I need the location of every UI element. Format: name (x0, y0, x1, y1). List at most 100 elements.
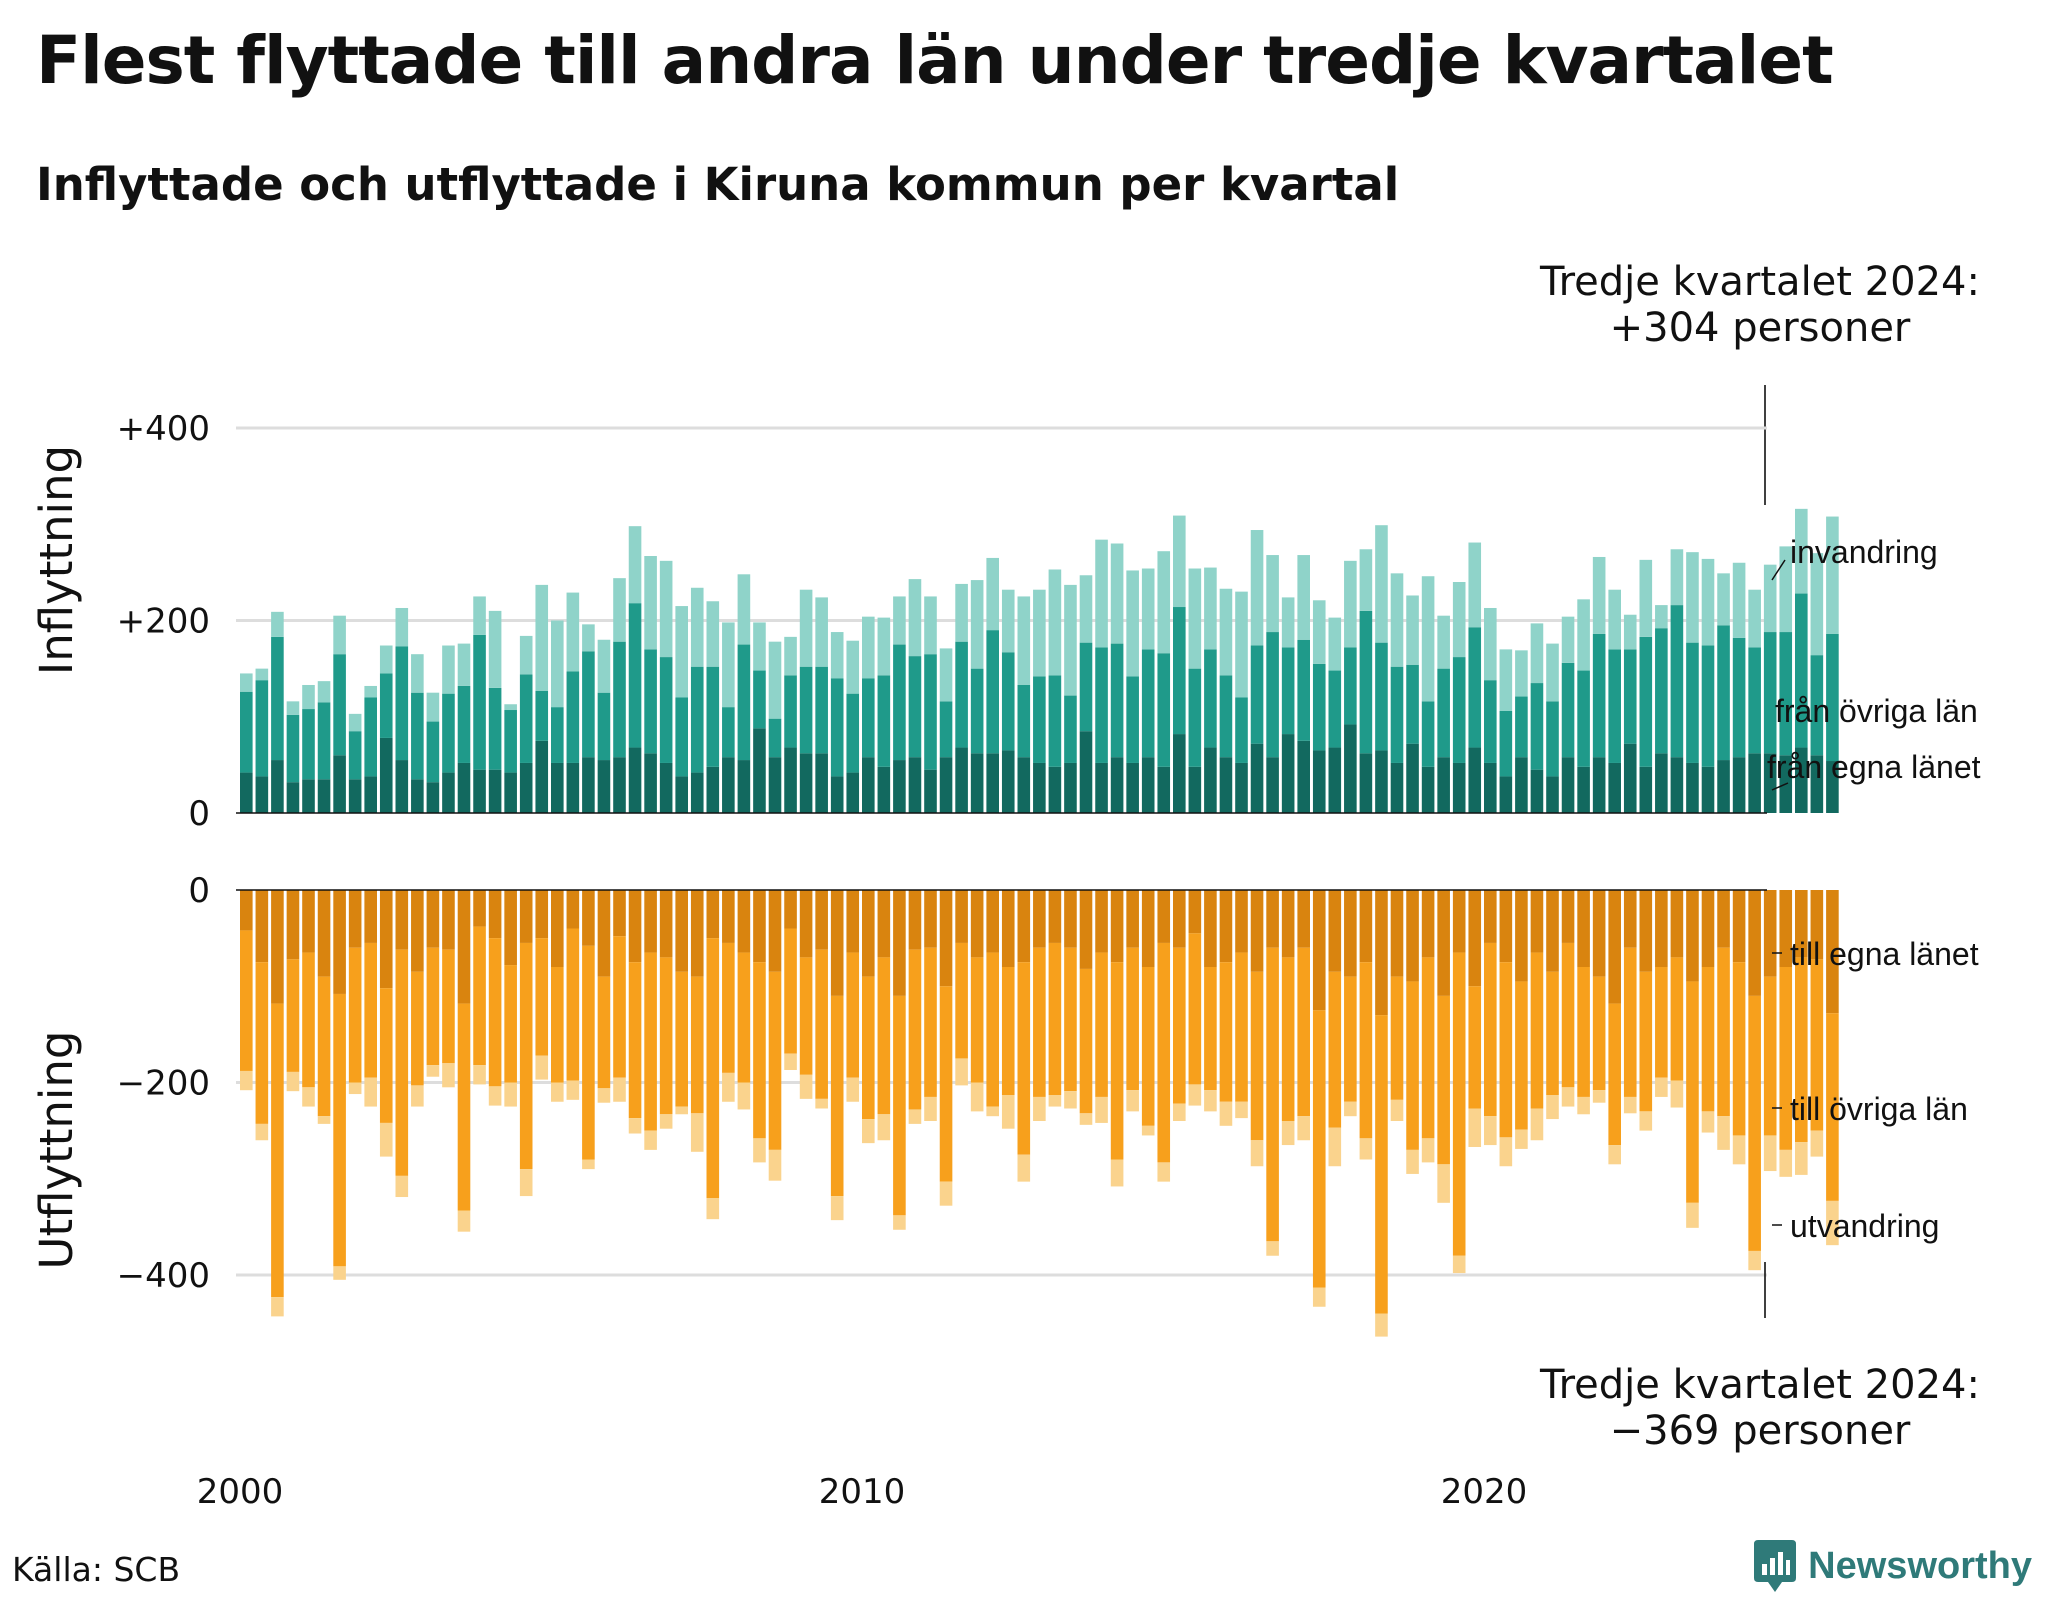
inflow-bar-segment-0 (862, 757, 875, 813)
inflow-bar-segment-2 (1810, 553, 1824, 656)
inflow-bar-segment-2 (628, 526, 642, 604)
outflow-bar-segment-1 (1639, 971, 1653, 1112)
inflow-bar-segment-2 (473, 596, 486, 635)
inflow-bar-segment-0 (426, 782, 440, 813)
inflow-bar-segment-1 (364, 697, 377, 777)
inflow-bar-segment-2 (1017, 596, 1031, 685)
outflow-bar-segment-0 (986, 890, 999, 953)
inflow-bar-segment-1 (1312, 663, 1326, 751)
inflow-bar-segment-2 (893, 596, 906, 645)
outflow-bar-segment-0 (1763, 890, 1777, 977)
inflow-bar-segment-1 (255, 680, 269, 777)
inflow-bar-segment-0 (846, 772, 860, 813)
outflow-bar-segment-2 (799, 1074, 813, 1099)
inflow-bar-segment-1 (830, 678, 844, 777)
inflow-bar-segment-0 (1639, 766, 1653, 813)
outflow-bar-segment-0 (1655, 890, 1668, 967)
inflow-bar-segment-1 (628, 603, 642, 748)
outflow-bar-segment-1 (706, 938, 720, 1199)
inflow-bar-segment-1 (1748, 647, 1761, 754)
inflow-bar-segment-1 (690, 666, 704, 773)
outflow-bar-segment-1 (986, 952, 999, 1107)
outflow-bar-segment-1 (690, 976, 704, 1114)
inflow-bar-segment-2 (815, 597, 828, 667)
inflow-bar-segment-1 (1421, 701, 1435, 767)
inflow-bar-segment-1 (644, 649, 657, 754)
inflow-bar-segment-1 (1235, 697, 1248, 763)
outflow-bar-segment-0 (535, 890, 549, 939)
outflow-bar-segment-1 (970, 957, 984, 1083)
inflow-bar-segment-1 (862, 678, 875, 758)
outflow-bar-segment-2 (690, 1113, 704, 1152)
outflow-bar-segment-0 (908, 890, 922, 950)
outflow-bar-segment-2 (1344, 1101, 1357, 1117)
inflow-bar-segment-2 (955, 583, 968, 642)
inflow-bar-segment-1 (1763, 632, 1777, 754)
inflow-bar-segment-0 (613, 757, 626, 813)
inflow-bar-segment-2 (488, 610, 502, 688)
outflow-bar-segment-0 (1732, 890, 1746, 963)
inflow-bar-segment-2 (659, 560, 673, 658)
inflow-bar-segment-0 (799, 753, 813, 813)
outflow-bar-segment-1 (255, 962, 269, 1124)
outflow-bar-segment-2 (1312, 1287, 1326, 1307)
outflow-bar-segment-2 (1079, 1113, 1093, 1125)
inflow-bar-segment-1 (535, 690, 549, 741)
inflow-bar-segment-0 (240, 772, 253, 813)
inflow-bar-segment-0 (970, 753, 984, 813)
inflow-bar-segment-1 (768, 718, 782, 758)
outflow-bar-segment-2 (1017, 1154, 1031, 1182)
outflow-bar-segment-2 (768, 1149, 782, 1181)
inflow-bar-segment-1 (815, 666, 828, 754)
outflow-bar-segment-2 (939, 1181, 953, 1206)
inflow-bar-segment-0 (1250, 743, 1264, 813)
outflow-bar-segment-1 (784, 928, 797, 1054)
inflow-bar-segment-2 (1219, 588, 1233, 676)
inflow-bar-segment-1 (240, 691, 253, 773)
outflow-bar-segment-2 (1468, 1108, 1482, 1147)
inflow-bar-segment-0 (1530, 769, 1544, 813)
outflow-bar-segment-2 (1717, 1116, 1730, 1150)
outflow-bar-segment-1 (1375, 1015, 1388, 1314)
outflow-bar-segment-1 (1079, 968, 1093, 1114)
inflow-bar-segment-2 (1484, 607, 1497, 681)
inflow-bar-segment-2 (1639, 559, 1653, 637)
inflow-bar-segment-2 (784, 636, 797, 676)
outflow-bar-segment-2 (753, 1138, 766, 1163)
inflow-bar-segment-0 (1406, 743, 1419, 813)
outflow-bar-segment-0 (317, 890, 331, 977)
outflow-bar-segment-1 (302, 952, 315, 1088)
inflow-bar-segment-2 (1157, 551, 1171, 654)
inflow-bar-segment-0 (1592, 757, 1606, 813)
outflow-bar-segment-2 (613, 1077, 626, 1102)
outflow-bar-segment-0 (722, 890, 735, 943)
inflow-bar-segment-0 (302, 779, 315, 813)
inflow-bar-segment-0 (830, 776, 844, 813)
inflow-bar-segment-2 (286, 701, 300, 715)
inflow-bar-segment-2 (1655, 605, 1668, 629)
outflow-bar-segment-0 (1592, 890, 1606, 977)
inflow-bar-segment-1 (1577, 670, 1590, 767)
outflow-bar-segment-0 (1281, 890, 1295, 958)
outflow-bar-segment-1 (722, 942, 735, 1073)
inflow-bar-segment-0 (519, 762, 533, 813)
outflow-bar-segment-0 (830, 890, 844, 996)
outflow-bar-segment-1 (1033, 947, 1046, 1097)
outflow-bar-segment-0 (1126, 890, 1139, 948)
inflow-bar-segment-0 (535, 740, 549, 813)
outflow-bar-segment-2 (784, 1053, 797, 1070)
inflow-bar-segment-2 (939, 648, 953, 702)
inflow-bar-segment-1 (1779, 632, 1793, 756)
outflow-bar-segment-0 (893, 890, 906, 996)
inflow-bar-segment-1 (1095, 647, 1108, 763)
inflow-bar-segment-0 (1344, 724, 1357, 813)
outflow-bar-segment-1 (1406, 981, 1419, 1150)
inflow-bar-segment-0 (1623, 743, 1637, 813)
outflow-bar-segment-0 (1826, 890, 1839, 1014)
outflow-bar-segment-0 (613, 890, 626, 937)
inflow-bar-segment-0 (908, 757, 922, 813)
inflow-bar-segment-0 (768, 757, 782, 813)
inflow-bar-segment-0 (566, 762, 580, 813)
outflow-bar-segment-2 (597, 1088, 611, 1103)
outflow-bar-segment-2 (908, 1109, 922, 1124)
